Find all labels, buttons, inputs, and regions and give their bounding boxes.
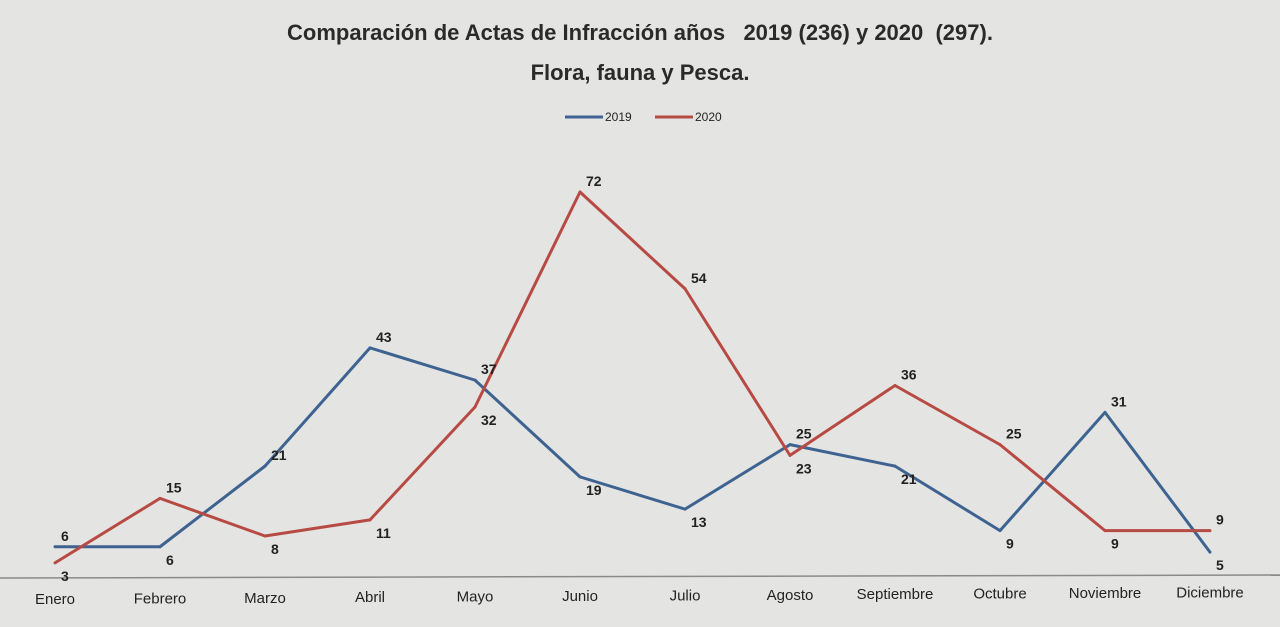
data-point-2020 [473,405,477,409]
data-label-2020: 9 [1216,512,1224,528]
data-label-2020: 8 [271,541,279,557]
x-tick-label: Octubre [973,586,1026,603]
data-point-2019 [1103,410,1107,414]
x-tick-label: Diciembre [1176,584,1244,601]
data-point-2020 [683,287,687,291]
data-label-2020: 25 [1006,426,1022,442]
data-point-2020 [1208,529,1212,533]
data-label-2019: 25 [796,426,812,442]
x-tick-label: Mayo [457,589,494,606]
data-label-2019: 37 [481,361,497,377]
data-point-2019 [893,464,897,468]
data-point-2020 [578,190,582,194]
data-label-2019: 13 [691,514,707,530]
data-label-2019: 21 [271,447,287,463]
data-point-2019 [1208,550,1212,554]
data-point-2019 [683,507,687,511]
x-tick-label: Enero [35,591,75,608]
data-label-2020: 11 [376,525,391,541]
x-tick-label: Marzo [244,590,286,607]
legend: 2019 2020 [565,110,722,124]
data-point-2020 [158,496,162,500]
legend-label-2019: 2019 [605,110,632,124]
series-line-2020 [54,190,1210,565]
data-point-2019 [473,378,477,382]
data-point-2019 [788,443,792,447]
data-label-2020: 15 [166,479,182,495]
data-label-2019: 31 [1111,393,1127,409]
data-point-2020 [893,384,897,387]
data-label-2019: 5 [1216,557,1224,573]
data-point-2019 [578,475,582,479]
legend-label-2020: 2020 [695,110,722,124]
x-tick-label: Septiembre [857,586,934,603]
x-tick-label: Noviembre [1069,585,1142,602]
x-axis-line [0,574,1280,579]
data-point-2019 [263,464,267,468]
data-label-2019: 6 [61,528,69,544]
x-tick-label: Julio [670,587,701,604]
data-point-2020 [263,534,267,538]
data-label-2019: 19 [586,482,602,498]
x-tick-label: Agosto [767,587,814,604]
data-label-2020: 72 [586,173,602,189]
data-label-2020: 3 [61,568,69,584]
series-line-2019 [55,346,1212,554]
data-label-2020: 36 [901,367,917,383]
data-label-2019: 43 [376,329,392,345]
data-label-2019: 6 [166,552,174,568]
data-point-2020 [998,443,1002,447]
data-label-2020: 54 [691,270,707,286]
data-label-2019: 21 [901,471,917,487]
data-point-2019 [368,346,372,350]
data-point-2019 [158,545,162,549]
chart-title: Comparación de Actas de Infracción años … [287,20,993,45]
x-tick-label: Abril [355,589,385,606]
data-label-2019: 9 [1006,536,1014,552]
data-label-2020: 32 [481,412,497,428]
data-point-2020 [53,561,57,565]
data-label-2020: 23 [796,460,812,476]
chart-subtitle: Flora, fauna y Pesca. [531,60,750,85]
data-label-2020: 9 [1111,536,1119,552]
data-point-2020 [368,518,372,522]
x-tick-label: Febrero [134,590,187,607]
data-point-2020 [788,453,792,457]
data-point-2020 [1103,529,1107,533]
x-axis-ticks: Enero Febrero Marzo Abril Mayo Junio Julio Agos… [35,584,1244,608]
data-point-2019 [998,529,1002,533]
x-tick-label: Junio [562,588,598,605]
data-point-2019 [53,545,57,549]
